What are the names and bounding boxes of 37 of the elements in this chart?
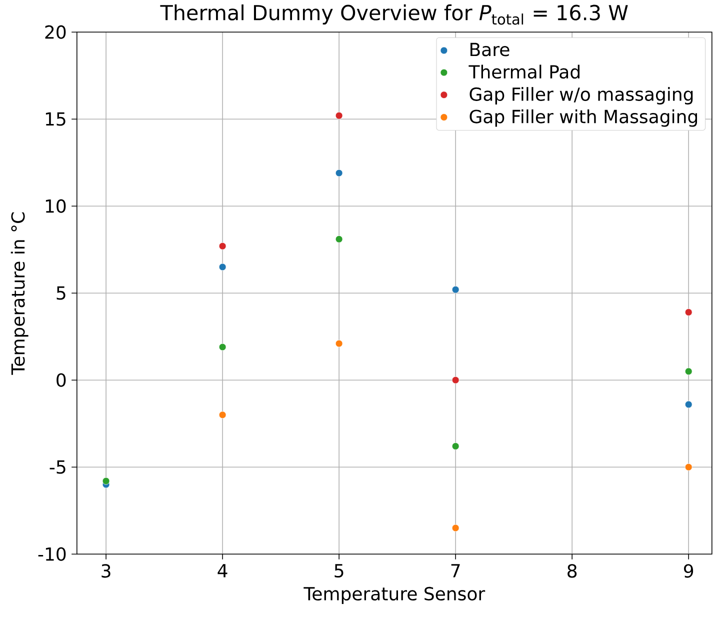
point — [452, 524, 460, 532]
point — [335, 235, 343, 243]
legend-label: Gap Filler with Massaging — [470, 109, 698, 127]
point — [684, 308, 692, 316]
x-axis-title: Temperature Sensor — [304, 586, 486, 604]
y-tick-label: 15 — [46, 112, 66, 126]
point — [335, 169, 343, 177]
y-axis-title: Temperature in °C — [10, 212, 28, 375]
point — [452, 286, 460, 294]
x-tick-label: 3 — [102, 564, 110, 578]
y-tick-label: 0 — [56, 373, 66, 387]
point — [102, 477, 110, 485]
legend-label: Bare — [470, 42, 510, 56]
x-tick-label: 4 — [218, 564, 228, 578]
legend-label: Gap Filler w/o massaging — [470, 86, 693, 104]
point — [684, 368, 692, 375]
y-tick-label: 10 — [46, 199, 66, 213]
y-tick-label: -5 — [50, 460, 66, 474]
legend-label: Thermal Pad — [468, 64, 580, 78]
y-tick-label: 5 — [56, 286, 66, 300]
x-tick-label: 5 — [334, 564, 344, 578]
x-tick-label: 7 — [451, 564, 460, 578]
x-tick-label: 9 — [684, 564, 694, 578]
point — [335, 112, 343, 120]
point — [218, 263, 226, 270]
chart-title: Thermal Dummy Overview for P$_{total}$ = 16.3 W — [160, 4, 628, 25]
point — [452, 376, 460, 384]
point — [218, 343, 226, 351]
point — [452, 442, 460, 450]
x-tick-label: 8 — [568, 564, 577, 578]
y-tick-label: -10 — [38, 547, 66, 561]
point — [218, 411, 226, 418]
point — [684, 400, 692, 408]
point — [218, 242, 226, 250]
point — [684, 463, 692, 471]
y-tick-label: 20 — [45, 25, 66, 39]
point — [335, 340, 343, 348]
